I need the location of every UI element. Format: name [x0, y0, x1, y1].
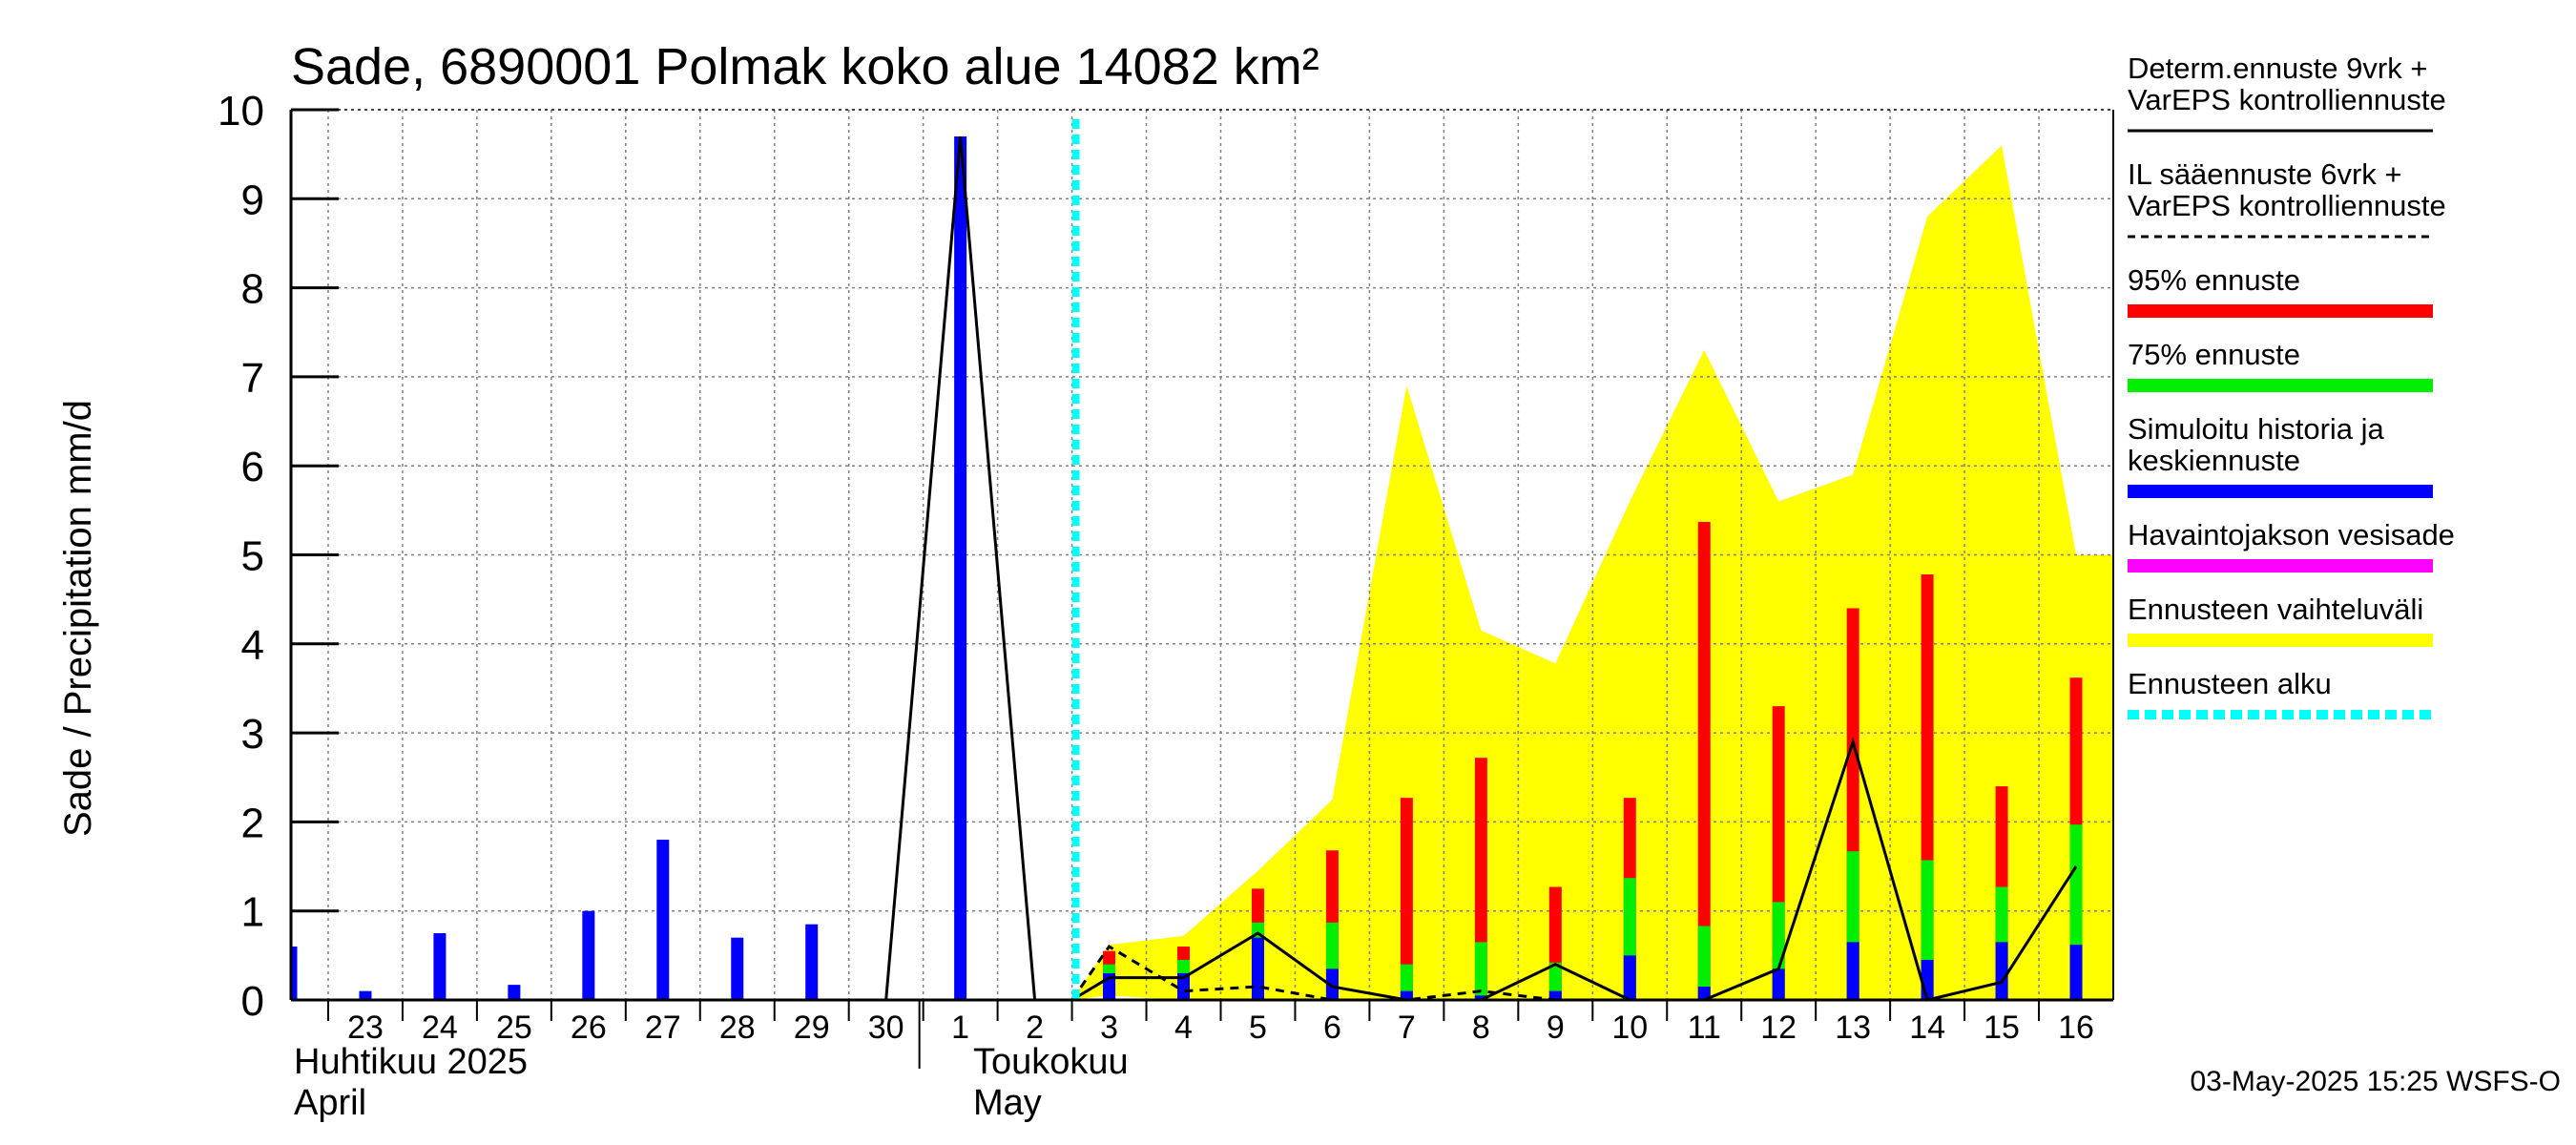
history-bar [582, 910, 595, 1000]
history-bar [359, 990, 372, 1000]
forecast-bar-median [1251, 937, 1264, 1000]
legend-swatch-bar [2128, 485, 2433, 498]
month-label-may-fi: Toukokuu [973, 1042, 1129, 1082]
y-tick-label: 8 [241, 266, 264, 313]
y-tick-label: 4 [241, 622, 264, 669]
legend-label: Simuloitu historia ja [2128, 412, 2385, 446]
legend-label: Ennusteen vaihteluväli [2128, 593, 2423, 626]
x-tick-label: 13 [1835, 1010, 1871, 1046]
legend-label: 95% ennuste [2128, 263, 2300, 297]
y-tick-label: 1 [241, 889, 264, 936]
history-bar [805, 924, 819, 1000]
x-tick-label: 8 [1472, 1010, 1490, 1046]
y-tick-label: 6 [241, 444, 264, 490]
forecast-bar-median [2069, 945, 2083, 1000]
history-bar [731, 937, 744, 1000]
y-axis-label: Sade / Precipitation mm/d [57, 400, 99, 837]
forecast-bar-median [1772, 968, 1785, 1000]
x-tick-label: 2 [1026, 1010, 1044, 1046]
y-tick-label: 9 [241, 177, 264, 223]
history-bar [508, 985, 521, 1000]
forecast-bar-95 [1400, 798, 1413, 1000]
y-tick-label: 10 [218, 88, 264, 135]
x-tick-label: 28 [719, 1010, 756, 1046]
x-tick-label: 29 [794, 1010, 830, 1046]
x-tick-label: 3 [1100, 1010, 1118, 1046]
grid-layer [291, 110, 2113, 1000]
x-tick-label: 7 [1398, 1010, 1416, 1046]
x-tick-label: 24 [422, 1010, 458, 1046]
x-tick-label: 10 [1611, 1010, 1648, 1046]
forecast-bar-95 [1697, 521, 1711, 1000]
footer-timestamp: 03-May-2025 15:25 WSFS-O [2191, 1066, 2562, 1097]
legend-swatch-bar [2128, 559, 2433, 572]
x-tick-label: 26 [571, 1010, 607, 1046]
forecast-bar-75 [1474, 942, 1487, 1000]
forecast-bar-median [1548, 990, 1562, 1000]
x-tick-label: 16 [2058, 1010, 2094, 1046]
y-tick-label: 3 [241, 711, 264, 758]
x-tick-label: 1 [951, 1010, 969, 1046]
forecast-bar-75 [1548, 962, 1562, 1000]
forecast-bar-median [1697, 987, 1711, 1000]
x-tick-label: 30 [868, 1010, 904, 1046]
month-label-april-en: April [294, 1083, 366, 1123]
history-bar [433, 933, 447, 1000]
forecast-bar-median [1325, 968, 1339, 1000]
x-tick-label: 9 [1547, 1010, 1565, 1046]
forecast-bar-median [1846, 942, 1859, 1000]
x-tick-label: 11 [1688, 1010, 1721, 1046]
x-tick-label: 5 [1249, 1010, 1267, 1046]
month-label-may-en: May [973, 1083, 1042, 1123]
x-tick-label: 25 [496, 1010, 532, 1046]
y-tick-label: 7 [241, 355, 264, 402]
x-tick-label: 14 [1909, 1010, 1945, 1046]
legend-swatch-bar [2128, 634, 2433, 647]
legend-swatch-bar [2128, 304, 2433, 318]
x-tick-label: 15 [1984, 1010, 2020, 1046]
legend: Determ.ennuste 9vrk +VarEPS kontrollienn… [2128, 52, 2455, 719]
forecast-bar-median [1177, 973, 1191, 1000]
bar-layer [291, 135, 2083, 1001]
x-tick-label: 27 [645, 1010, 681, 1046]
forecast-bar-median [1623, 955, 1636, 1000]
month-label-april-fi: Huhtikuu 2025 [294, 1042, 528, 1082]
legend-label-line2: VarEPS kontrolliennuste [2128, 83, 2446, 116]
legend-label: 75% ennuste [2128, 338, 2300, 371]
legend-label: Determ.ennuste 9vrk + [2128, 52, 2427, 85]
legend-label-line2: keskiennuste [2128, 444, 2300, 477]
x-tick-label: 12 [1760, 1010, 1797, 1046]
y-tick-label: 0 [241, 978, 264, 1025]
x-tick-label: 23 [347, 1010, 384, 1046]
legend-label: IL sääennuste 6vrk + [2128, 157, 2402, 191]
forecast-bar-75 [1697, 926, 1711, 1000]
chart-title: Sade, 6890001 Polmak koko alue 14082 km² [291, 38, 1319, 95]
forecast-bar-95 [1474, 758, 1487, 1000]
forecast-bar-median [1995, 942, 2008, 1000]
legend-swatch-bar [2128, 379, 2433, 392]
legend-label: Havaintojakson vesisade [2128, 518, 2455, 552]
forecast-bar-median [1474, 995, 1487, 1000]
x-tick-label: 6 [1323, 1010, 1341, 1046]
history-bar [954, 135, 967, 1001]
legend-label-line2: VarEPS kontrolliennuste [2128, 189, 2446, 222]
history-bar [291, 947, 298, 1000]
legend-label: Ennusteen alku [2128, 667, 2332, 700]
forecast-bar-median [1400, 990, 1413, 1000]
y-tick-label: 5 [241, 533, 264, 580]
history-bar [656, 840, 670, 1000]
y-tick-label: 2 [241, 800, 264, 846]
x-tick-label: 4 [1174, 1010, 1193, 1046]
